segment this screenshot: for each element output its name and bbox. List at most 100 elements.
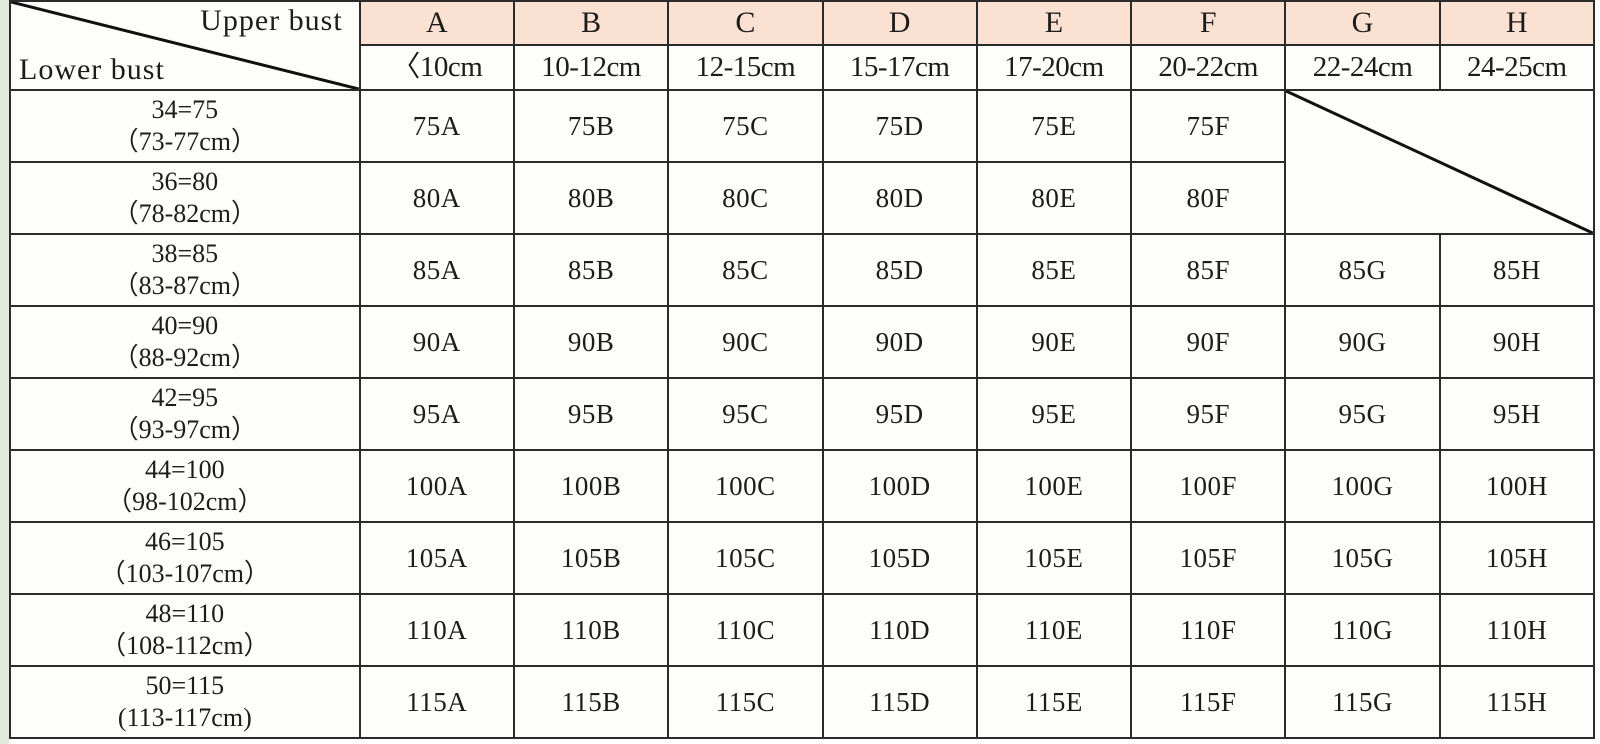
band-size-range: （73-77cm） — [112, 127, 258, 156]
table-row: 48=110 （108-112cm） 110A 110B 110C 110D 1… — [9, 593, 1596, 667]
unavailable-diagonal-line-icon — [1286, 91, 1593, 233]
band-size-main: 50=115 — [145, 671, 225, 701]
size-cell: 95E — [975, 377, 1133, 451]
size-cell: 115G — [1284, 665, 1441, 739]
size-cell: 100G — [1284, 449, 1441, 523]
band-size-cell: 46=105 （103-107cm） — [9, 521, 361, 595]
size-cell: 80E — [975, 161, 1133, 235]
size-cell: 110D — [821, 593, 978, 667]
size-cell: 90F — [1130, 305, 1287, 379]
size-cell: 75E — [975, 89, 1133, 163]
band-size-main: 42=95 — [151, 383, 219, 413]
size-cell: 90G — [1284, 305, 1441, 379]
band-size-cell: 34=75 （73-77cm） — [9, 89, 361, 163]
size-cell: 115E — [975, 665, 1133, 739]
size-cell: 95G — [1284, 377, 1441, 451]
size-cell: 105H — [1438, 521, 1596, 595]
table-row: 38=85 （83-87cm） 85A 85B 85C 85D 85E 85F … — [9, 233, 1596, 307]
size-cell: 85C — [667, 233, 824, 307]
upper-bust-label: Upper bust — [200, 4, 343, 37]
table-row: 50=115 (113-117cm) 115A 115B 115C 115D 1… — [9, 665, 1596, 739]
size-cell: 110E — [975, 593, 1133, 667]
size-cell: 90C — [667, 305, 824, 379]
cup-letter-c: C — [667, 0, 824, 46]
size-cell: 80B — [512, 161, 670, 235]
table-row: 46=105 （103-107cm） 105A 105B 105C 105D 1… — [9, 521, 1596, 595]
cup-letter-b: B — [512, 0, 670, 46]
band-size-main: 38=85 — [151, 239, 219, 269]
cup-range-c: 12-15cm — [667, 44, 824, 91]
size-cell: 100A — [358, 449, 515, 523]
size-cell: 75B — [512, 89, 670, 163]
size-cell: 80C — [667, 161, 824, 235]
size-cell: 115F — [1130, 665, 1287, 739]
size-cell: 105F — [1130, 521, 1287, 595]
band-size-cell: 50=115 (113-117cm) — [9, 665, 361, 739]
size-cell: 85H — [1438, 233, 1596, 307]
size-cell: 110F — [1130, 593, 1287, 667]
cup-letter-e: E — [975, 0, 1133, 46]
size-cell: 105B — [512, 521, 670, 595]
cup-range-f: 20-22cm — [1130, 44, 1287, 91]
size-cell: 95B — [512, 377, 670, 451]
band-size-range: （98-102cm） — [106, 487, 264, 516]
size-cell: 75A — [358, 89, 515, 163]
band-size-range: (113-117cm) — [117, 703, 252, 732]
band-size-main: 46=105 — [144, 527, 225, 557]
cup-range-g: 22-24cm — [1284, 44, 1441, 91]
band-size-main: 34=75 — [151, 95, 219, 125]
size-cell: 100B — [512, 449, 670, 523]
corner-header-cell: Upper bust Lower bust — [9, 0, 361, 91]
cup-letter-h: H — [1438, 0, 1596, 46]
size-cell: 75F — [1130, 89, 1287, 163]
table-row: 42=95 （93-97cm） 95A 95B 95C 95D 95E 95F … — [9, 377, 1596, 451]
size-cell: 110G — [1284, 593, 1441, 667]
size-cell: 110A — [358, 593, 515, 667]
cup-range-b: 10-12cm — [512, 44, 670, 91]
cup-range-d: 15-17cm — [821, 44, 978, 91]
table-row: 44=100 （98-102cm） 100A 100B 100C 100D 10… — [9, 449, 1596, 523]
size-cell: 115A — [358, 665, 515, 739]
size-cell: 95H — [1438, 377, 1596, 451]
size-cell: 85B — [512, 233, 670, 307]
size-cell: 90E — [975, 305, 1133, 379]
lower-bust-label: Lower bust — [19, 53, 165, 86]
size-cell: 105D — [821, 521, 978, 595]
band-size-cell: 42=95 （93-97cm） — [9, 377, 361, 451]
band-size-main: 44=100 — [144, 455, 225, 485]
size-cell: 85G — [1284, 233, 1441, 307]
cup-letter-d: D — [821, 0, 978, 46]
band-size-main: 48=110 — [145, 599, 225, 629]
table-row: 40=90 （88-92cm） 90A 90B 90C 90D 90E 90F … — [9, 305, 1596, 379]
size-cell: 85A — [358, 233, 515, 307]
band-size-range: （78-82cm） — [112, 199, 258, 228]
size-cell: 90B — [512, 305, 670, 379]
band-size-range: （83-87cm） — [112, 271, 258, 300]
size-cell: 95C — [667, 377, 824, 451]
band-size-range: （88-92cm） — [112, 343, 258, 372]
size-cell: 100E — [975, 449, 1133, 523]
band-size-range: （93-97cm） — [112, 415, 258, 444]
header-row-cup-letters: Upper bust Lower bust A B C D E F G H — [9, 0, 1596, 91]
size-cell: 110B — [512, 593, 670, 667]
cup-range-a: 〈10cm — [358, 44, 515, 91]
cup-letter-a: A — [358, 0, 515, 46]
size-cell: 100C — [667, 449, 824, 523]
size-cell: 115H — [1438, 665, 1596, 739]
band-size-cell: 44=100 （98-102cm） — [9, 449, 361, 523]
band-size-cell: 40=90 （88-92cm） — [9, 305, 361, 379]
band-size-main: 40=90 — [151, 311, 219, 341]
band-size-cell: 48=110 （108-112cm） — [9, 593, 361, 667]
size-cell: 115C — [667, 665, 824, 739]
size-cell: 90A — [358, 305, 515, 379]
table-row: 34=75 （73-77cm） 75A 75B 75C 75D 75E 75F — [9, 89, 1595, 235]
size-cell: 80F — [1130, 161, 1287, 235]
cup-range-e: 17-20cm — [975, 44, 1133, 91]
cup-letter-f: F — [1130, 0, 1287, 46]
size-cell: 115D — [821, 665, 978, 739]
size-cell: 90D — [821, 305, 978, 379]
cup-range-h: 24-25cm — [1438, 44, 1596, 91]
size-cell: 85E — [975, 233, 1133, 307]
size-cell: 100H — [1438, 449, 1596, 523]
